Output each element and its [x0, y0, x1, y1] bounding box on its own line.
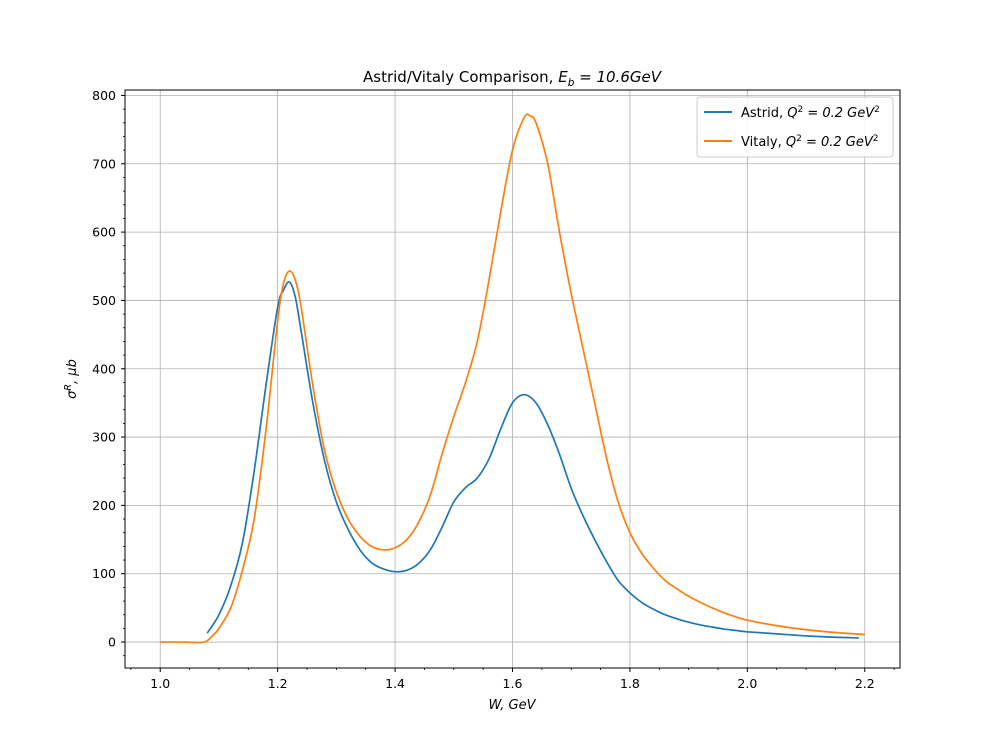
legend-label-astrid: Astrid, Q2 = 0.2 GeV2: [741, 105, 880, 121]
y-tick-label: 300: [92, 430, 116, 445]
series-line-vitaly: [160, 113, 865, 644]
y-tick-label: 800: [92, 88, 116, 103]
x-tick-label: 2.0: [737, 676, 757, 691]
y-tick-label: 600: [92, 225, 116, 240]
series-line-astrid: [206, 280, 859, 639]
x-tick-label: 1.2: [268, 676, 288, 691]
chart-title: Astrid/Vitaly Comparison, Eb = 10.6GeV: [363, 68, 663, 89]
x-tick-label: 1.6: [503, 676, 523, 691]
legend-box: [696, 96, 894, 158]
y-axis-label: σR, μb: [63, 359, 80, 399]
y-tick-label: 200: [92, 498, 116, 513]
x-tick-label: 2.2: [855, 676, 875, 691]
series-layer: [160, 113, 865, 644]
plot-area: 1.0 1.2 1.4 1.6 1.8 2.0 2.2 0 100 200 300 400 500 600…: [92, 88, 901, 691]
x-tick-label: 1.4: [385, 676, 405, 691]
y-tick-label: 100: [92, 566, 116, 581]
legend: Astrid, Q2 = 0.2 GeV2 Vitaly, Q2 = 0.2 G…: [696, 96, 894, 158]
y-tick-label: 0: [108, 635, 116, 650]
y-tick-label: 400: [92, 361, 116, 376]
axis-ticks: 1.0 1.2 1.4 1.6 1.8 2.0 2.2 0 100 200 300 400 500 600…: [92, 88, 895, 691]
x-tick-label: 1.0: [150, 676, 170, 691]
legend-label-vitaly: Vitaly, Q2 = 0.2 GeV2: [741, 134, 879, 150]
y-tick-label: 500: [92, 293, 116, 308]
y-tick-label: 700: [92, 156, 116, 171]
x-tick-label: 1.8: [620, 676, 640, 691]
x-axis-label: W, GeV: [488, 698, 536, 713]
grid-lines: [125, 90, 900, 668]
